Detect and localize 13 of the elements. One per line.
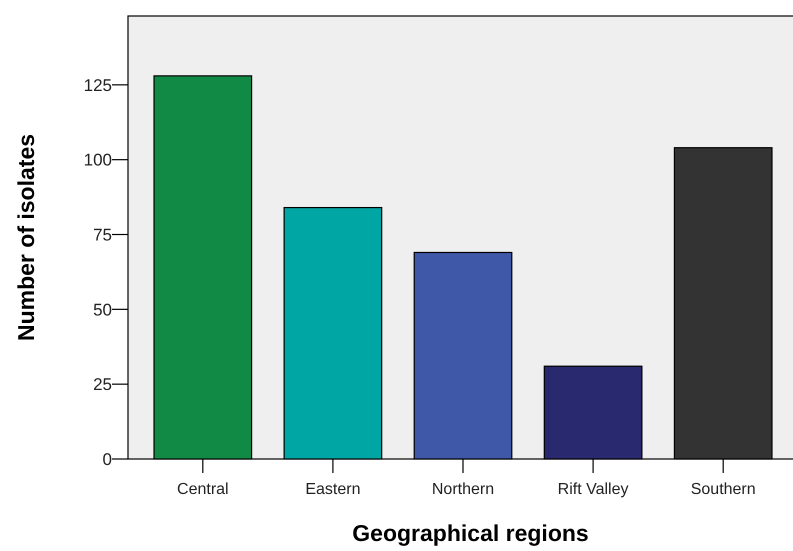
x-tick-label: Northern	[432, 481, 494, 498]
y-tick-label: 0	[102, 450, 112, 469]
x-tick-label: Central	[177, 481, 229, 498]
x-tick-label: Southern	[690, 481, 756, 498]
y-tick-label: 125	[84, 76, 112, 95]
y-tick-label: 75	[93, 225, 112, 244]
y-tick-label: 100	[84, 150, 112, 170]
y-tick-label: 50	[93, 300, 112, 320]
x-axis-title: Geographical regions	[352, 520, 589, 546]
x-tick-label: Eastern	[305, 481, 360, 498]
x-tick-label: Rift Valley	[558, 481, 629, 498]
y-axis-title: Number of isolates	[13, 134, 39, 342]
y-tick-label: 25	[93, 375, 112, 394]
